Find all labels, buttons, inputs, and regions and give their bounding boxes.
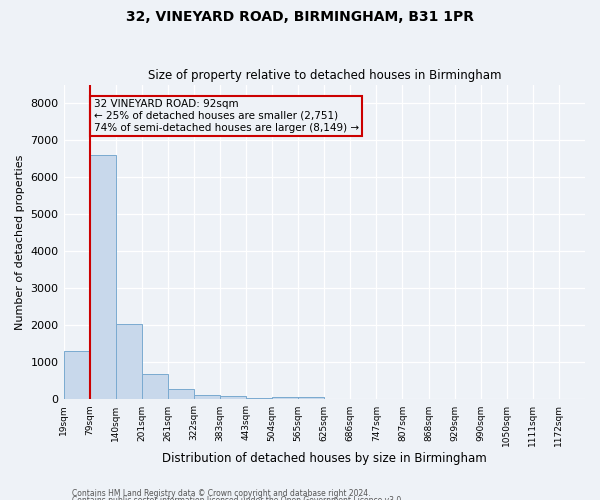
Y-axis label: Number of detached properties: Number of detached properties [15,154,25,330]
Bar [64,352,89,400]
Text: 32 VINEYARD ROAD: 92sqm
← 25% of detached houses are smaller (2,751)
74% of semi: 32 VINEYARD ROAD: 92sqm ← 25% of detache… [94,100,359,132]
Text: Contains HM Land Registry data © Crown copyright and database right 2024.: Contains HM Land Registry data © Crown c… [72,488,371,498]
Bar [168,390,194,400]
Bar [272,397,298,400]
Bar [116,324,142,400]
Bar [298,397,324,400]
Bar [194,394,220,400]
Bar [246,398,272,400]
Text: Contains public sector information licensed under the Open Government Licence v3: Contains public sector information licen… [72,496,404,500]
Title: Size of property relative to detached houses in Birmingham: Size of property relative to detached ho… [148,69,501,82]
Bar [142,374,168,400]
Bar [89,155,116,400]
Bar [220,396,246,400]
Text: 32, VINEYARD ROAD, BIRMINGHAM, B31 1PR: 32, VINEYARD ROAD, BIRMINGHAM, B31 1PR [126,10,474,24]
X-axis label: Distribution of detached houses by size in Birmingham: Distribution of detached houses by size … [162,452,487,465]
